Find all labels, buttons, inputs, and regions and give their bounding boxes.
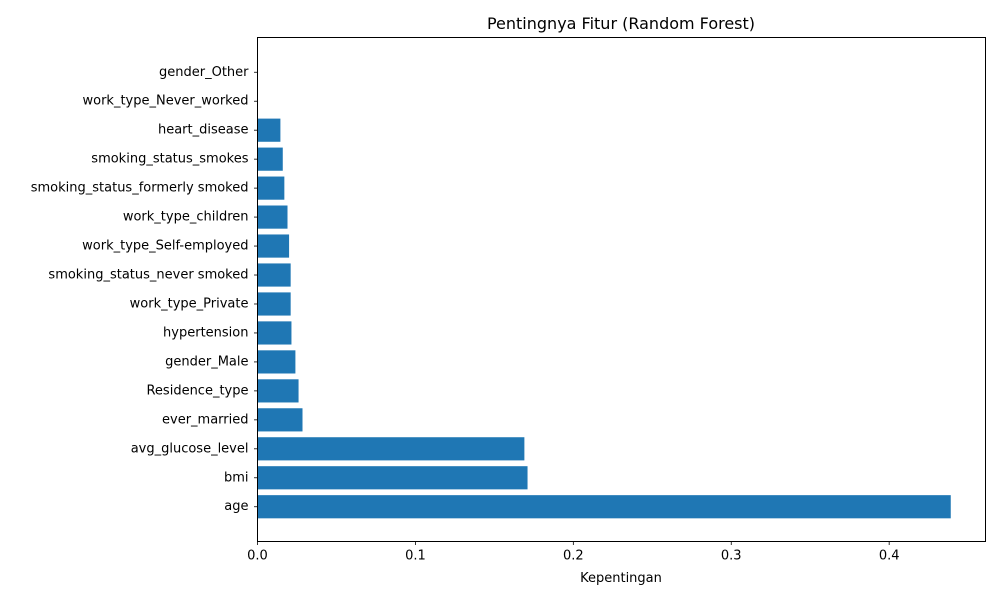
y-tick-label: hypertension: [163, 325, 248, 340]
bar-bmi: [257, 466, 528, 490]
bar-work-type-children: [257, 205, 288, 229]
x-axis-ticks: 0.0 0.1 0.2 0.3 0.4: [247, 541, 900, 564]
y-axis-ticks: age bmi avg_glucose_level ever_married Resid…: [31, 65, 258, 514]
x-axis-label: Kepentingan: [580, 571, 662, 586]
bar-work-type-self-employed: [257, 234, 290, 258]
y-tick-label: smoking_status_formerly smoked: [31, 181, 249, 196]
bar-work-type-private: [257, 292, 291, 316]
y-tick-label: Residence_type: [146, 383, 248, 398]
x-tick-label: 0.2: [563, 549, 584, 564]
bar-ever-married: [257, 408, 303, 432]
y-tick-label: smoking_status_never smoked: [48, 268, 248, 283]
bar-gender-male: [257, 350, 296, 374]
bar-smoking-status-never-smoked: [257, 263, 291, 287]
y-tick-label: gender_Male: [165, 354, 248, 369]
plot-frame: [257, 37, 986, 542]
bar-residence-type: [257, 379, 299, 403]
y-tick-label: work_type_Never_worked: [82, 94, 248, 109]
x-tick-label: 0.1: [405, 549, 426, 564]
bar-age: [257, 495, 951, 519]
x-tick-label: 0.4: [879, 549, 900, 564]
bar-smoking-status-smokes: [257, 147, 283, 171]
x-tick-label: 0.0: [247, 549, 268, 564]
y-tick-label: work_type_children: [123, 210, 249, 225]
y-tick-label: bmi: [224, 470, 249, 485]
y-tick-label: work_type_Private: [130, 296, 249, 311]
bars-group: [257, 89, 951, 519]
y-tick-label: heart_disease: [158, 123, 249, 138]
bar-heart-disease: [257, 118, 281, 142]
bar-smoking-status-formerly-smoked: [257, 176, 285, 200]
bar-hypertension: [257, 321, 292, 345]
y-tick-label: smoking_status_smokes: [91, 152, 248, 167]
y-tick-label: age: [224, 499, 248, 514]
chart-title: Pentingnya Fitur (Random Forest): [487, 14, 755, 33]
y-tick-label: ever_married: [162, 412, 249, 427]
x-tick-label: 0.3: [721, 549, 742, 564]
bar-avg-glucose-level: [257, 437, 525, 461]
y-tick-label: gender_Other: [159, 65, 249, 80]
y-tick-label: avg_glucose_level: [131, 441, 249, 456]
y-tick-label: work_type_Self-employed: [82, 239, 248, 254]
